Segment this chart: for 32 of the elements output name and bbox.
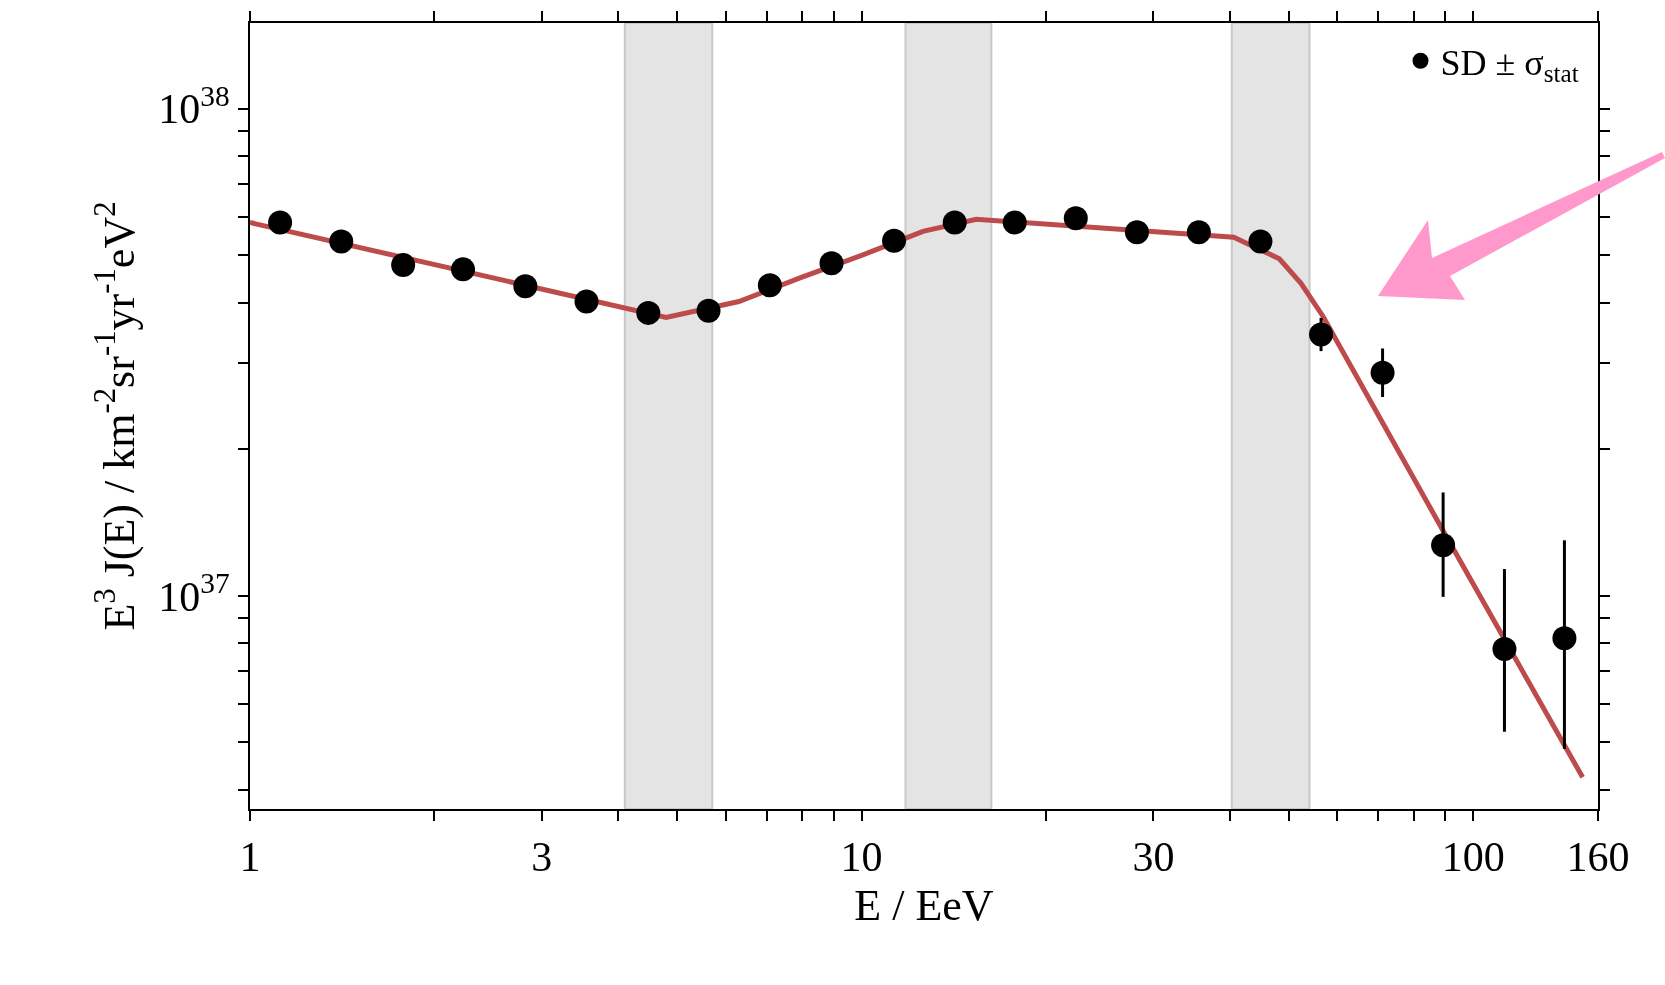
- legend-label: SD ± σ$_{stat}$: [1440, 42, 1579, 88]
- point: [1063, 206, 1088, 231]
- point: [942, 210, 967, 235]
- x-tick-label: 30: [1132, 834, 1175, 881]
- x-axis-title: E / EeV: [854, 881, 994, 931]
- point: [696, 298, 721, 323]
- point: [1124, 220, 1149, 245]
- x-tick-label: 3: [531, 834, 553, 881]
- point: [1552, 626, 1577, 651]
- point: [451, 257, 476, 282]
- x-tick-label: 1: [239, 834, 261, 881]
- point: [268, 210, 293, 235]
- point: [1186, 220, 1211, 245]
- point: [1002, 210, 1027, 235]
- point: [329, 229, 354, 254]
- point: [1492, 636, 1517, 661]
- x-tick-label: 10: [840, 834, 883, 881]
- point: [757, 273, 782, 298]
- x-tick-label: 160: [1566, 834, 1630, 881]
- point: [513, 274, 538, 299]
- point: [1248, 229, 1273, 254]
- y-tick-label: 10$^{37}$: [158, 566, 230, 620]
- point: [882, 228, 907, 253]
- point: [1370, 360, 1395, 385]
- point: [574, 289, 599, 314]
- point: [819, 251, 844, 276]
- point: [1309, 322, 1334, 347]
- y-tick-label: 10$^{38}$: [158, 79, 230, 133]
- point: [391, 252, 416, 277]
- point: [1431, 533, 1456, 558]
- x-tick-label: 100: [1441, 834, 1505, 881]
- point: [636, 300, 661, 325]
